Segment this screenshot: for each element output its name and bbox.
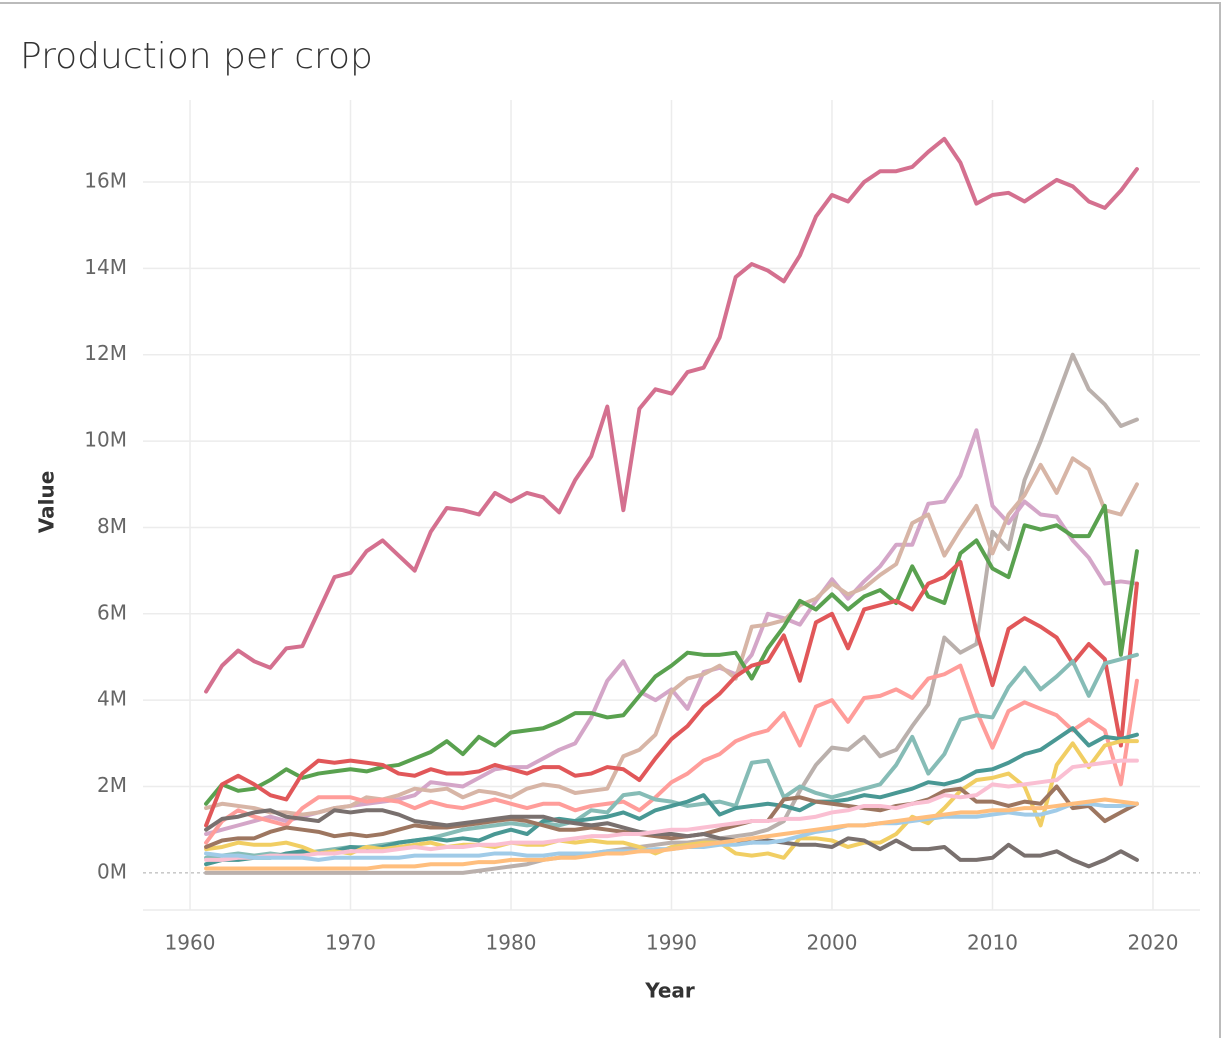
series-line [204, 352, 1139, 875]
y-tick-label: 4M [97, 687, 127, 711]
x-tick-label: 2020 [1128, 931, 1179, 955]
y-tick-label: 0M [97, 859, 127, 883]
y-tick-label: 2M [97, 773, 127, 797]
x-tick-label: 1990 [646, 931, 697, 955]
y-tick-label: 6M [97, 600, 127, 624]
x-tick-label: 1960 [165, 931, 216, 955]
chart-title: Production per crop [20, 36, 373, 77]
x-axis-title: Year [644, 979, 695, 1003]
x-tick-label: 2000 [807, 931, 858, 955]
y-tick-label: 14M [84, 255, 127, 279]
series-line [204, 808, 1139, 869]
series-line [204, 136, 1139, 694]
series-line [204, 503, 1139, 806]
series-line [204, 559, 1139, 828]
series-line [204, 739, 1139, 860]
y-tick-label: 8M [97, 514, 127, 538]
y-axis-title: Value [35, 471, 59, 534]
y-tick-label: 10M [84, 428, 127, 452]
y-tick-label: 12M [84, 341, 127, 365]
x-tick-label: 1970 [325, 931, 376, 955]
x-tick-label: 1980 [486, 931, 537, 955]
x-tick-label: 2010 [967, 931, 1018, 955]
series-line [204, 758, 1139, 862]
series-line [204, 797, 1139, 871]
series-line [204, 784, 1139, 849]
y-tick-label: 16M [84, 169, 127, 193]
series-line [204, 663, 1139, 845]
